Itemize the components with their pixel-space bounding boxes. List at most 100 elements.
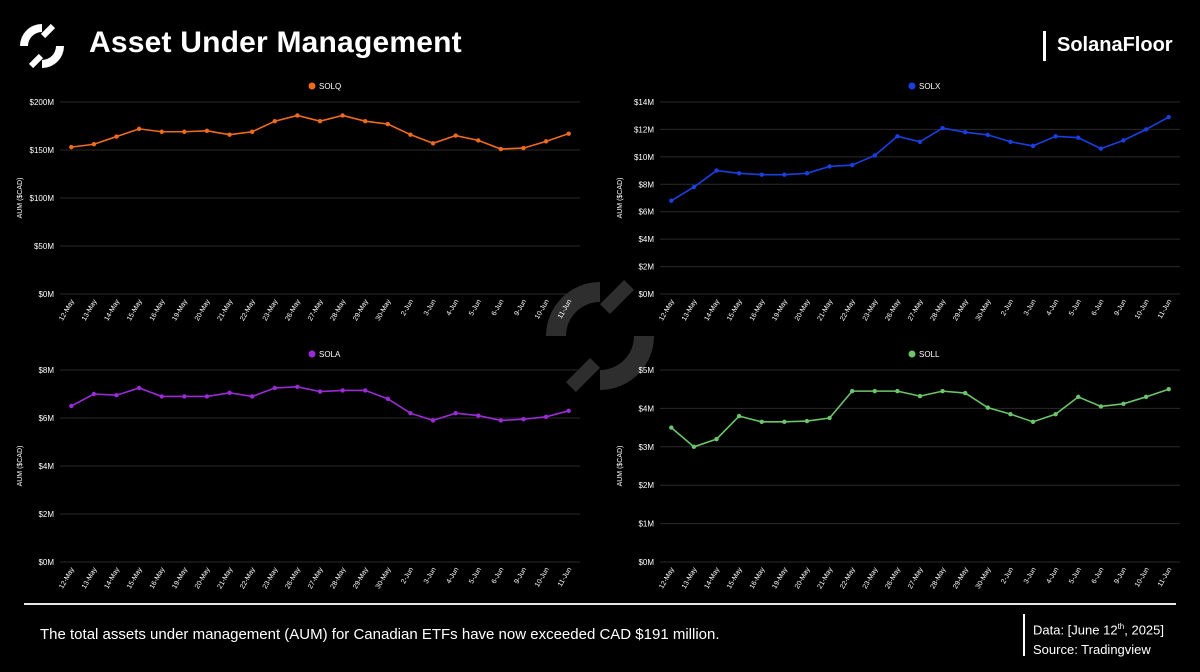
y-tick-label: $8M — [638, 180, 654, 189]
x-tick-label: 6-Jun — [491, 298, 506, 317]
x-tick-label: 29-May — [952, 298, 970, 322]
x-tick-label: 13-May — [681, 298, 699, 322]
data-point — [521, 417, 525, 421]
data-point — [499, 147, 503, 151]
y-tick-label: $150M — [30, 146, 55, 155]
x-tick-label: 4-Jun — [1046, 566, 1061, 585]
x-tick-label: 29-May — [352, 298, 370, 322]
x-tick-label: 21-May — [817, 566, 835, 590]
data-point — [940, 389, 944, 393]
data-source: Source: Tradingview — [1033, 640, 1164, 660]
data-point — [1076, 135, 1080, 139]
data-point — [940, 126, 944, 130]
x-tick-label: 3-Jun — [423, 566, 438, 585]
x-tick-label: 14-May — [704, 566, 722, 590]
x-tick-label: 30-May — [375, 298, 393, 322]
data-point — [963, 391, 967, 395]
y-tick-label: $0M — [38, 558, 54, 567]
x-tick-label: 6-Jun — [1091, 566, 1106, 585]
data-point — [273, 119, 277, 123]
x-tick-label: 13-May — [81, 298, 99, 322]
brand-name: SolanaFloor — [1057, 34, 1173, 57]
chart-solx: SOLX AUM ($CAD) $0M $2M $4M $6M $8M $10M $12M $14… — [600, 75, 1200, 335]
data-point — [895, 389, 899, 393]
data-point — [1166, 115, 1170, 119]
x-tick-label: 10-Jun — [534, 298, 551, 320]
brand-divider — [1043, 31, 1046, 61]
data-point — [1008, 140, 1012, 144]
x-tick-label: 2-Jun — [1000, 566, 1015, 585]
footer-summary: The total assets under management (AUM) … — [40, 626, 720, 643]
legend: SOLX — [909, 82, 942, 91]
y-tick-label: $2M — [638, 263, 654, 272]
x-tick-label: 23-May — [262, 298, 280, 322]
data-point — [114, 393, 118, 397]
data-point — [1099, 404, 1103, 408]
x-tick-label: 6-Jun — [491, 566, 506, 585]
x-tick-label: 30-May — [375, 566, 393, 590]
data-point — [250, 394, 254, 398]
x-tick-label: 15-May — [726, 298, 744, 322]
data-point — [566, 409, 570, 413]
data-point — [137, 386, 141, 390]
y-tick-label: $10M — [634, 153, 654, 162]
data-point — [1008, 412, 1012, 416]
data-point — [692, 185, 696, 189]
y-tick-label: $14M — [634, 98, 654, 107]
x-tick-label: 26-May — [884, 298, 902, 322]
x-tick-label: 21-May — [217, 298, 235, 322]
x-tick-label: 29-May — [352, 566, 370, 590]
chart-sola: SOLA AUM ($CAD) $0M $2M $4M $6M $8M 12-May 13-Ma… — [0, 343, 600, 603]
x-tick-label: 14-May — [104, 298, 122, 322]
x-tick-label: 13-May — [81, 566, 99, 590]
y-tick-label: $200M — [30, 98, 55, 107]
x-tick-label: 10-Jun — [534, 566, 551, 588]
data-point — [1121, 138, 1125, 142]
data-point — [476, 413, 480, 417]
x-tick-label: 26-May — [884, 566, 902, 590]
legend: SOLQ — [309, 82, 342, 91]
data-point — [92, 392, 96, 396]
data-point — [431, 418, 435, 422]
x-tick-label: 20-May — [794, 566, 812, 590]
data-point — [453, 411, 457, 415]
data-point — [295, 113, 299, 117]
x-tick-label: 14-May — [104, 566, 122, 590]
x-tick-label: 9-Jun — [513, 566, 528, 585]
x-tick-label: 3-Jun — [1023, 298, 1038, 317]
x-tick-label: 13-May — [681, 566, 699, 590]
data-point — [1144, 395, 1148, 399]
x-tick-label: 5-Jun — [1068, 566, 1083, 585]
data-point — [1144, 127, 1148, 131]
data-point — [340, 388, 344, 392]
legend-label: SOLQ — [319, 82, 341, 91]
data-point — [137, 127, 141, 131]
data-point — [692, 445, 696, 449]
y-tick-label: $0M — [38, 290, 54, 299]
x-tick-label: 12-May — [58, 566, 76, 590]
data-point — [737, 171, 741, 175]
data-point — [431, 141, 435, 145]
x-tick-label: 28-May — [330, 298, 348, 322]
data-point — [544, 415, 548, 419]
x-tick-label: 23-May — [262, 566, 280, 590]
data-point — [160, 394, 164, 398]
data-point — [918, 140, 922, 144]
x-tick-label: 19-May — [771, 566, 789, 590]
data-point — [827, 416, 831, 420]
y-axis-title: AUM ($CAD) — [17, 446, 24, 487]
footer-source-block: Data: [June 12th, 2025] Source: Tradingv… — [1033, 617, 1164, 660]
x-tick-label: 20-May — [794, 298, 812, 322]
y-tick-label: $8M — [38, 366, 54, 375]
x-tick-label: 28-May — [930, 298, 948, 322]
x-tick-label: 6-Jun — [1091, 298, 1106, 317]
chart-solq: SOLQ AUM ($CAD) $0M $50M $100M $150M $200M 12-M… — [0, 75, 600, 335]
data-point — [363, 388, 367, 392]
x-tick-label: 2-Jun — [400, 566, 415, 585]
y-tick-label: $0M — [638, 290, 654, 299]
data-point — [521, 146, 525, 150]
data-point — [963, 130, 967, 134]
chart-soll: SOLL AUM ($CAD) $0M $1M $2M $3M $4M $5M 12-May 13… — [600, 343, 1200, 603]
data-point — [760, 420, 764, 424]
data-point — [340, 113, 344, 117]
